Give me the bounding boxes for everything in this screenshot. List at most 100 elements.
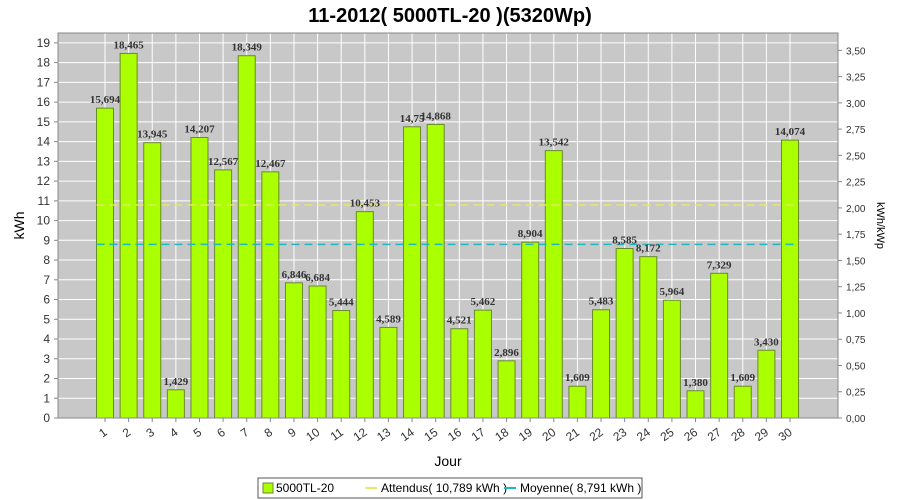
- bar: [96, 107, 114, 419]
- bar-value-label: 13,945: [137, 129, 168, 141]
- plot-area: [58, 33, 838, 418]
- bars-layer: [96, 52, 799, 419]
- x-tick-label: 23: [610, 425, 629, 444]
- x-tick-label: 25: [658, 425, 677, 444]
- bar: [710, 272, 729, 419]
- y-tick-label: 6: [43, 293, 50, 307]
- x-tick-label: 30: [776, 425, 795, 444]
- y-tick-label: 18: [37, 56, 51, 70]
- bar: [166, 389, 185, 419]
- y-right-tick-label: 3,00: [846, 99, 866, 110]
- x-tick-label: 29: [752, 425, 771, 444]
- bar-value-label: 4,589: [376, 313, 401, 325]
- bar-value-label: 5,483: [589, 296, 614, 308]
- x-tick-label: 1: [96, 425, 110, 440]
- bar-value-label: 8,904: [518, 228, 543, 240]
- y-right-tick-label: 0,00: [846, 414, 866, 425]
- x-tick-label: 17: [469, 425, 488, 444]
- x-tick-label: 18: [492, 425, 511, 444]
- bar: [284, 282, 303, 419]
- y-tick-label: 11: [38, 194, 51, 208]
- y-axis-label-right: kWh/kWp: [874, 202, 886, 249]
- y-right-tick-label: 2,00: [846, 204, 866, 215]
- bar: [521, 241, 540, 419]
- bar: [497, 360, 516, 419]
- bar: [237, 55, 256, 419]
- bar-value-label: 12,567: [208, 156, 239, 168]
- bar-value-label: 6,684: [305, 272, 330, 284]
- y-tick-label: 0: [43, 411, 50, 425]
- y-tick-label: 8: [43, 253, 50, 267]
- bar: [355, 211, 374, 419]
- legend: 5000TL-20 Attendus( 10,789 kWh ) Moyenne( …: [257, 477, 643, 499]
- x-tick-label: 10: [303, 425, 322, 444]
- y-tick-label: 9: [43, 233, 50, 247]
- y-right-tick-label: 2,75: [846, 125, 866, 136]
- x-tick-label: 22: [587, 425, 606, 444]
- x-axis-label: Jour: [434, 453, 462, 469]
- x-tick-label: 12: [351, 425, 370, 444]
- y-right-tick-label: 1,75: [846, 230, 866, 241]
- bar-value-label: 7,329: [707, 259, 732, 271]
- bar: [592, 309, 611, 419]
- y-tick-label: 7: [43, 273, 50, 287]
- y-tick-label: 10: [37, 214, 51, 228]
- bar: [261, 171, 280, 419]
- bar-value-label: 5,444: [329, 297, 354, 309]
- x-tick-label: 21: [563, 425, 582, 444]
- x-tick-label: 26: [681, 425, 700, 444]
- y-tick-label: 17: [37, 75, 51, 89]
- y-tick-label: 13: [37, 154, 51, 168]
- bar: [662, 299, 681, 419]
- bar: [473, 309, 492, 419]
- y-right-tick-label: 0,75: [846, 335, 866, 346]
- bar-value-label: 13,542: [539, 137, 570, 149]
- bar-value-label: 4,521: [447, 315, 472, 327]
- bar-value-label: 15,694: [90, 94, 121, 106]
- y-tick-label: 14: [37, 135, 51, 149]
- bar: [450, 328, 469, 419]
- y-right-tick-label: 2,25: [846, 178, 866, 189]
- bar-value-label: 1,380: [683, 377, 708, 389]
- bar-value-label: 1,429: [163, 376, 188, 388]
- y-right-tick-label: 1,25: [846, 283, 866, 294]
- bar: [403, 126, 422, 419]
- x-tick-label: 9: [285, 425, 299, 440]
- y-right-tick-label: 3,50: [846, 46, 866, 57]
- bar-value-label: 1,609: [730, 372, 755, 384]
- bar-value-label: 18,349: [232, 42, 263, 54]
- y-right-tick-label: 3,25: [846, 73, 866, 84]
- bar: [733, 385, 752, 419]
- y-tick-label: 16: [37, 95, 51, 109]
- chart-title: 11-2012( 5000TL-20 )(5320Wp): [308, 5, 591, 27]
- legend-box: [257, 477, 643, 499]
- bar: [308, 285, 327, 419]
- x-tick-label: 14: [398, 425, 417, 444]
- bar: [639, 256, 658, 419]
- bar: [568, 385, 587, 419]
- bar: [781, 139, 799, 419]
- y-right-tick-label: 2,50: [846, 151, 866, 162]
- x-tick-label: 4: [167, 425, 181, 440]
- x-tick-label: 19: [516, 425, 535, 444]
- bar-value-label: 14,868: [421, 110, 452, 122]
- x-tick-label: 13: [374, 425, 393, 444]
- y-tick-label: 4: [43, 332, 50, 346]
- y-tick-label: 12: [37, 174, 51, 188]
- bar: [332, 310, 351, 419]
- bar-value-label: 14,207: [184, 124, 215, 136]
- x-tick-label: 24: [634, 425, 653, 444]
- y-axis-label: kWh: [11, 212, 27, 240]
- y-right-tick-label: 1,00: [846, 309, 866, 320]
- bar-value-label: 8,585: [612, 235, 637, 247]
- bar: [379, 326, 398, 419]
- x-tick-label: 7: [238, 425, 252, 440]
- bar-value-label: 6,846: [282, 269, 307, 281]
- bar-value-label: 5,462: [471, 296, 496, 308]
- x-tick-label: 16: [445, 425, 464, 444]
- y-tick-label: 15: [37, 115, 51, 129]
- bar-value-label: 8,172: [636, 243, 661, 255]
- x-tick-label: 15: [421, 425, 440, 444]
